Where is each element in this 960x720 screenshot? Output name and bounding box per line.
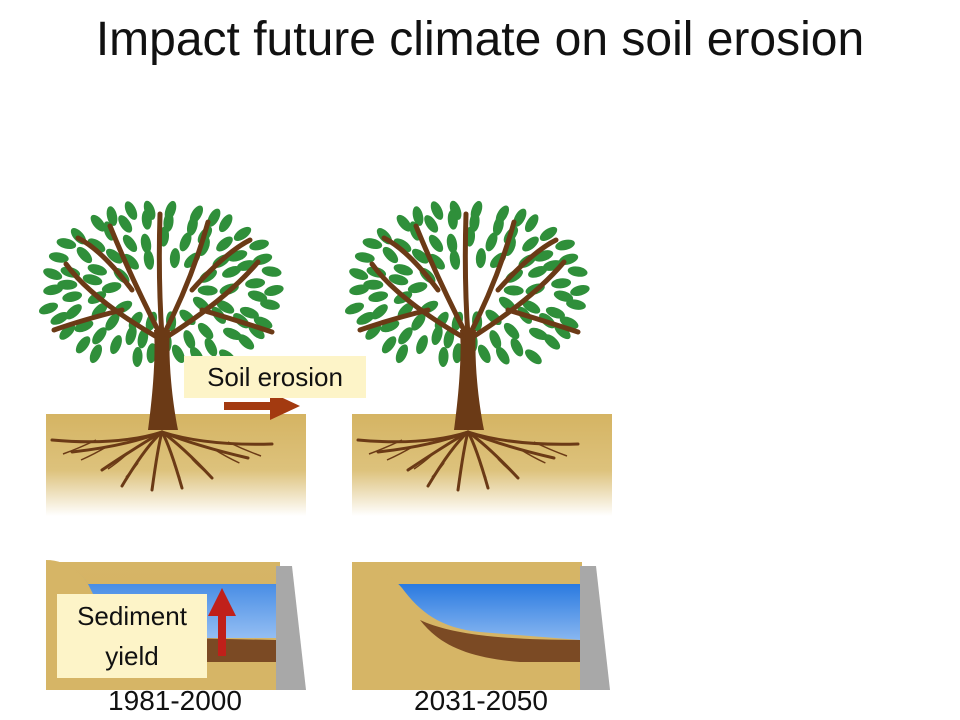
soil-erosion-label: Soil erosion	[184, 356, 366, 398]
reservoir-right	[352, 562, 582, 690]
slide-title: Impact future climate on soil erosion	[95, 13, 865, 66]
period-label-2031-2050: 2031-2050	[414, 685, 548, 716]
soil-erosion-arrow-icon	[224, 392, 300, 420]
sediment-yield-label: Sediment yield	[57, 594, 207, 678]
dam-left	[276, 566, 306, 690]
period-label-1981-2000: 1981-2000	[108, 685, 242, 716]
sediment-yield-arrow-icon	[208, 588, 236, 656]
dam-right	[580, 566, 610, 690]
tree-left-icon	[38, 200, 284, 492]
tree-right-icon	[344, 200, 590, 492]
